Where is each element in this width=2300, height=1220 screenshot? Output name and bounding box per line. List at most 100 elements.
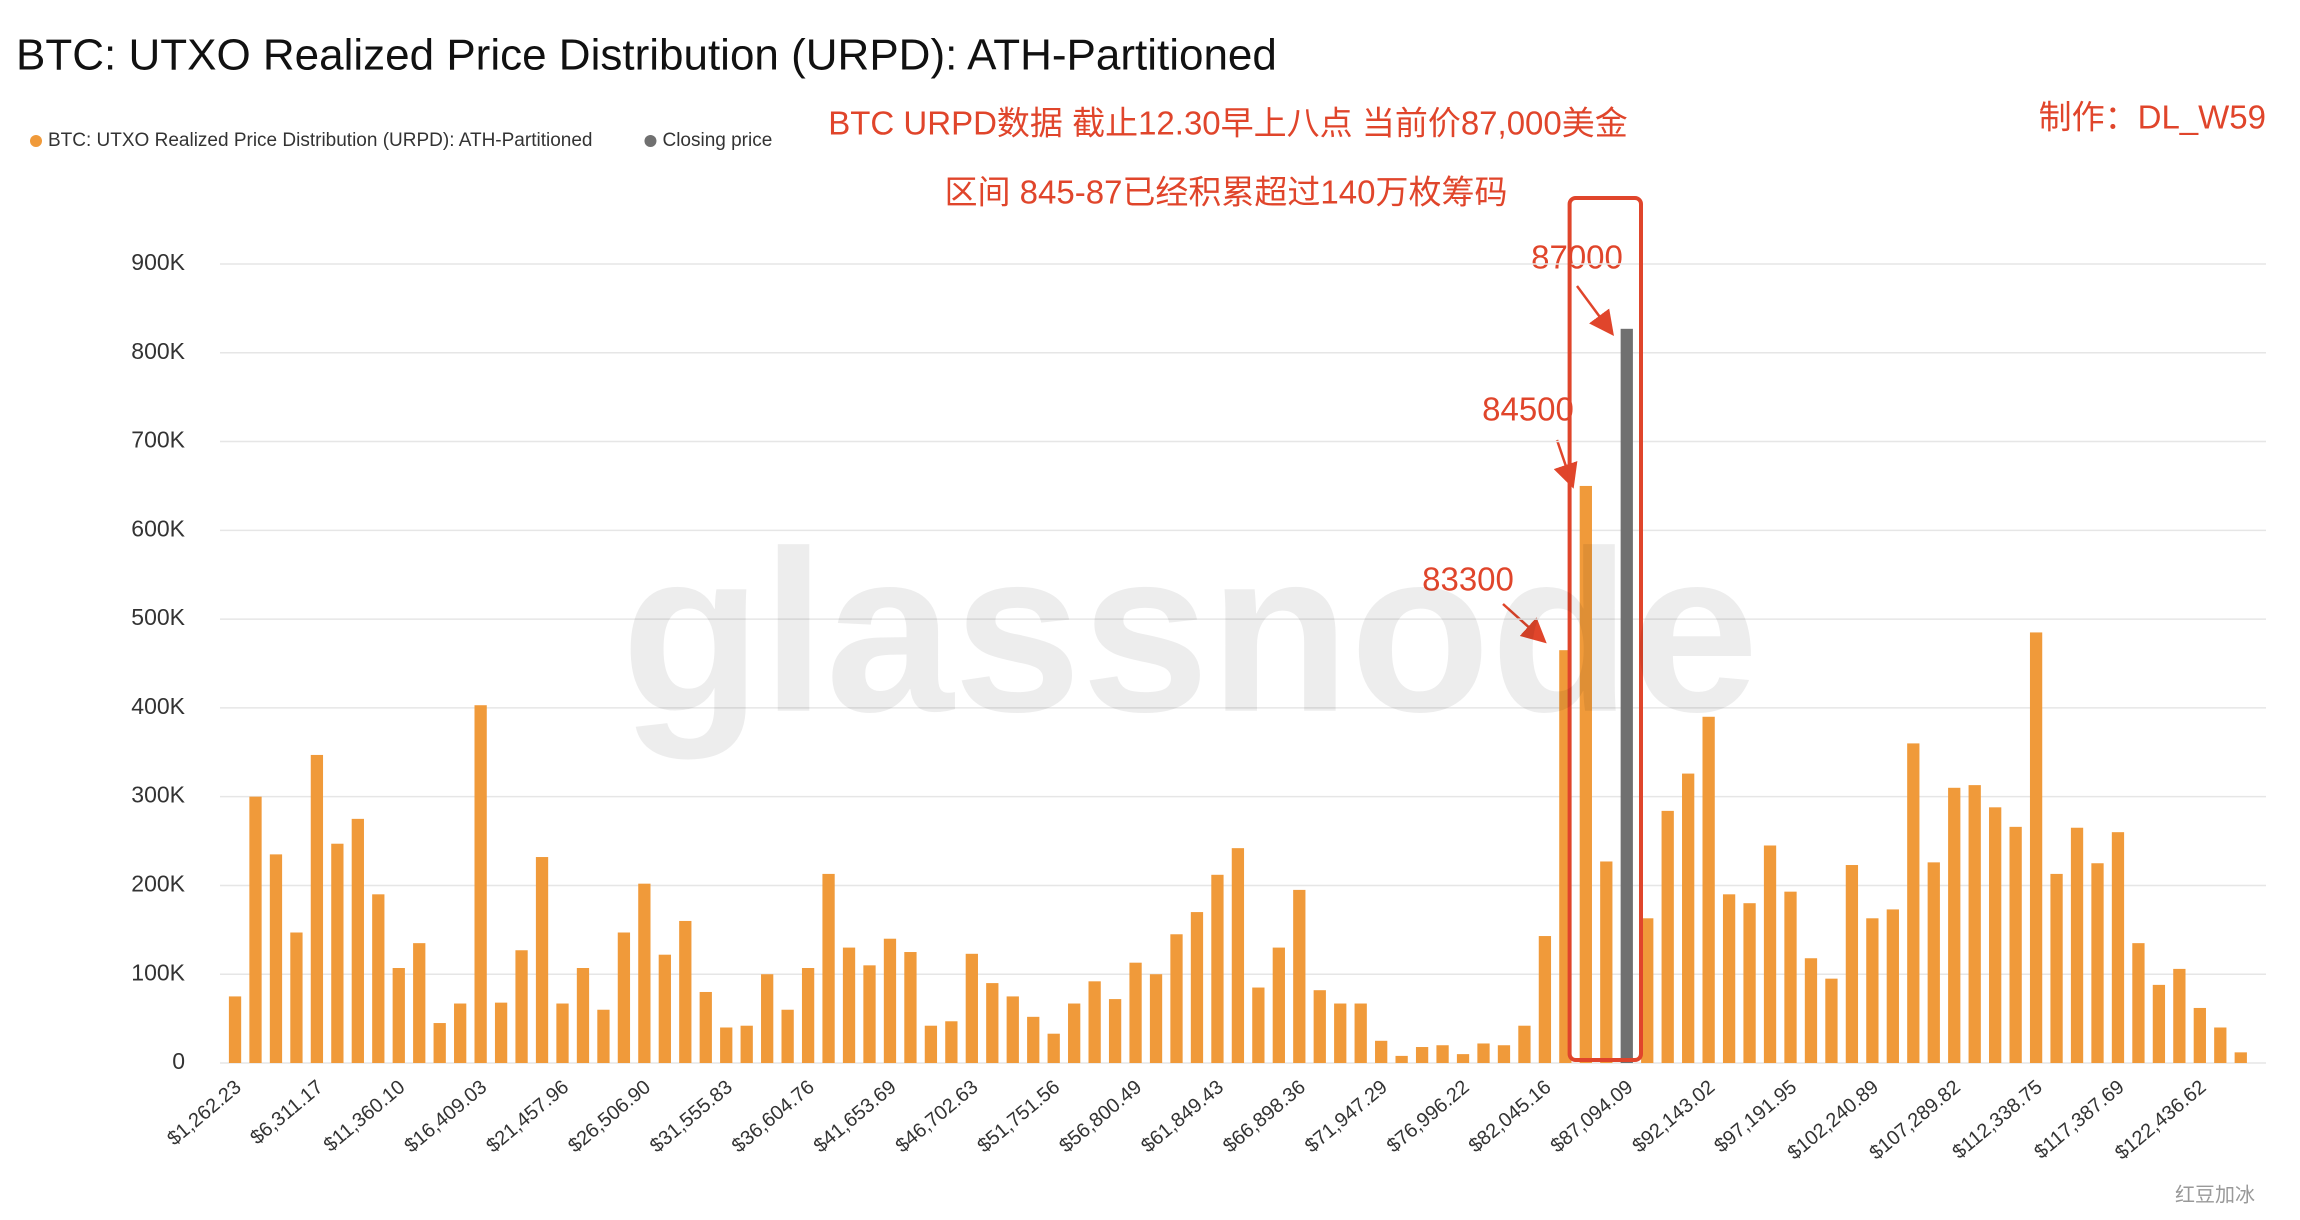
bar — [1927, 862, 1940, 1063]
bar — [1436, 1045, 1449, 1063]
bar — [1497, 1045, 1511, 1063]
bar — [2111, 832, 2125, 1063]
bar — [576, 968, 590, 1063]
bar — [2173, 968, 2186, 1063]
bar — [1047, 1033, 1060, 1063]
x-tick-label: $87,094.09 — [1547, 1076, 1638, 1157]
annotation: 区间 845-87已经积累超过140万枚筹码 — [945, 174, 1508, 211]
bar — [515, 950, 528, 1063]
y-tick-label: 400K — [131, 693, 185, 719]
highlight-box — [1567, 196, 1643, 1062]
bar — [433, 1023, 446, 1063]
bar — [1088, 981, 1101, 1063]
x-tick-label: $82,045.16 — [1465, 1076, 1556, 1157]
bar — [1272, 947, 1285, 1063]
bar — [1743, 903, 1756, 1063]
x-tick-label: $76,996.22 — [1383, 1076, 1474, 1157]
y-tick-label: 200K — [131, 871, 185, 897]
bar — [1252, 987, 1265, 1063]
bar — [679, 920, 692, 1063]
bar — [822, 873, 835, 1063]
annotation: BTC URPD数据 截止12.30早上八点 当前价87,000美金 — [828, 105, 1628, 142]
bar — [2009, 826, 2022, 1063]
x-tick-label: $31,555.83 — [646, 1076, 737, 1157]
y-tick-label: 0 — [172, 1048, 185, 1074]
x-tick-label: $6,311.17 — [246, 1076, 327, 1149]
bar — [1538, 936, 1552, 1063]
bar — [413, 943, 426, 1063]
x-tick-label: $112,338.75 — [1948, 1076, 2046, 1163]
bar — [454, 1003, 467, 1063]
bar — [392, 968, 405, 1063]
bar — [1395, 1055, 1408, 1063]
x-tick-label: $107,289.82 — [1865, 1076, 1964, 1164]
bar — [1784, 891, 1797, 1063]
bar — [801, 968, 815, 1063]
bar — [494, 1002, 508, 1063]
bar — [781, 1009, 794, 1063]
annotation: 84500 — [1482, 391, 1574, 428]
bar — [269, 854, 283, 1063]
bar — [638, 883, 651, 1063]
bar — [1293, 889, 1306, 1063]
bar — [1804, 958, 1818, 1063]
bar — [1661, 810, 1674, 1063]
legend-label: Closing price — [662, 130, 772, 151]
bar — [351, 818, 364, 1063]
bar — [1231, 848, 1245, 1063]
y-tick-label: 300K — [131, 782, 185, 808]
x-tick-label: $41,653.69 — [810, 1076, 901, 1157]
bar — [2132, 943, 2145, 1063]
bar — [372, 894, 385, 1063]
y-tick-label: 700K — [131, 427, 185, 453]
x-tick-label: $36,604.76 — [728, 1076, 819, 1157]
bar — [1682, 773, 1695, 1063]
bar — [2193, 1007, 2206, 1063]
bar — [699, 991, 712, 1063]
arrow — [1502, 603, 1547, 644]
y-tick-label: 900K — [131, 249, 185, 275]
bar — [556, 1003, 569, 1063]
annotation: 制作：DL_W59 — [2039, 99, 2266, 136]
y-tick-label: 500K — [131, 604, 185, 630]
legend-label: BTC: UTXO Realized Price Distribution (U… — [48, 130, 592, 151]
bar — [1968, 785, 1981, 1063]
x-tick-label: $16,409.03 — [400, 1076, 491, 1157]
bar — [535, 857, 549, 1063]
arrow — [1575, 285, 1614, 337]
bar — [1763, 845, 1777, 1063]
bar — [1027, 1016, 1040, 1063]
x-tick-label: $92,143.02 — [1628, 1076, 1719, 1157]
bar — [2234, 1052, 2247, 1063]
x-tick-label: $11,360.10 — [320, 1076, 410, 1156]
bar — [842, 947, 856, 1063]
bar — [1211, 874, 1224, 1063]
bar — [1722, 894, 1736, 1063]
bar — [1190, 912, 1204, 1063]
bar — [883, 938, 897, 1063]
bar — [1600, 861, 1613, 1063]
x-tick-label: $46,702.63 — [892, 1076, 983, 1157]
bar — [331, 843, 344, 1063]
bar — [1579, 485, 1592, 1063]
bar — [1620, 328, 1633, 1064]
bar — [1702, 716, 1715, 1063]
annotation: 83300 — [1422, 561, 1514, 598]
y-tick-label: 100K — [131, 959, 185, 985]
bar — [310, 754, 324, 1063]
bar — [2091, 863, 2104, 1063]
bar — [228, 996, 242, 1063]
annotation: 87000 — [1531, 239, 1623, 276]
x-tick-label: $66,898.36 — [1219, 1076, 1310, 1157]
bar — [290, 932, 303, 1063]
bar — [2029, 632, 2043, 1063]
legend-marker — [30, 135, 42, 147]
bar — [249, 796, 262, 1063]
bar — [1948, 787, 1961, 1063]
bar — [474, 705, 487, 1063]
x-tick-label: $56,800.49 — [1055, 1076, 1146, 1157]
bar — [1886, 909, 1899, 1063]
bar — [1375, 1040, 1388, 1063]
bar — [1641, 918, 1654, 1063]
bar — [924, 1025, 938, 1063]
